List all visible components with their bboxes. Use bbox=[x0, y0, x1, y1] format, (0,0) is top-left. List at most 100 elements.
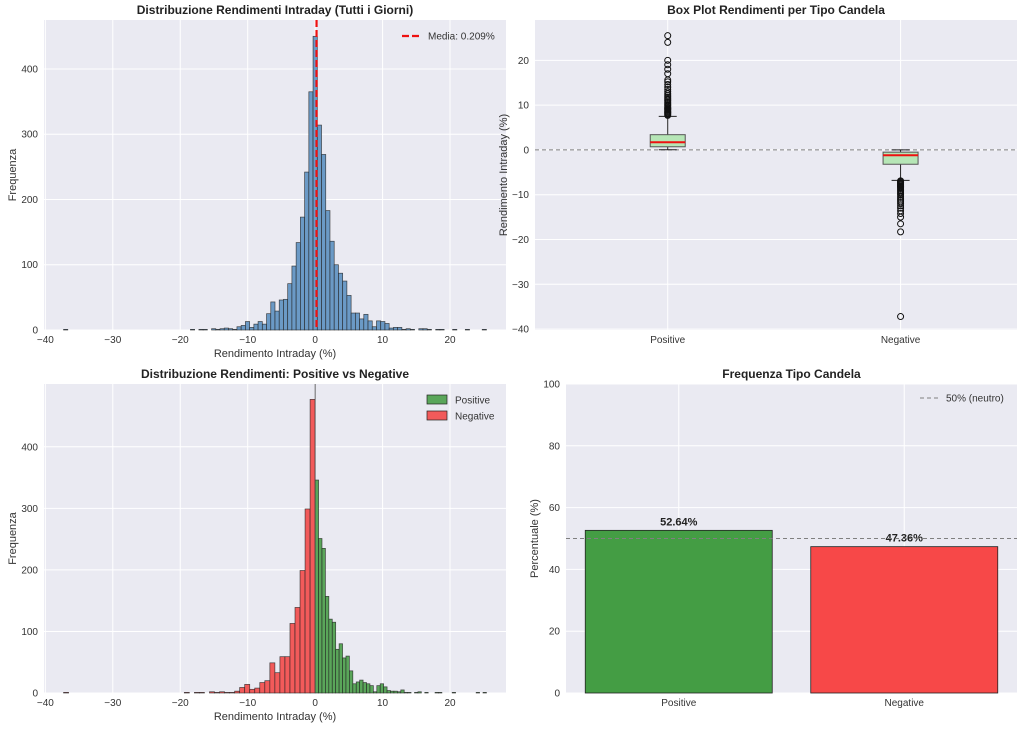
histogram-bar bbox=[257, 321, 263, 331]
outlier-point bbox=[897, 204, 905, 212]
positive-histogram-bar bbox=[366, 683, 371, 694]
negative-histogram-bar bbox=[239, 687, 246, 694]
positive-histogram-bar bbox=[342, 657, 347, 694]
x-tick-label: −40 bbox=[37, 335, 54, 346]
subplot-2: Box Plot Rendimenti per Tipo Candela Rend… bbox=[498, 3, 1017, 346]
x-tick-label: Negative bbox=[885, 698, 925, 709]
y-axis-label: Rendimento Intraday (%) bbox=[498, 114, 510, 236]
legend: 50% (neutro) bbox=[920, 394, 1004, 405]
positive-histogram-bar bbox=[400, 689, 405, 694]
chart-title: Distribuzione Rendimenti: Positive vs Ne… bbox=[141, 367, 409, 381]
positive-histogram-bar bbox=[321, 547, 326, 694]
y-tick-label: 20 bbox=[518, 56, 530, 67]
positive-histogram-bar bbox=[393, 690, 398, 694]
positive-histogram-bar bbox=[383, 686, 388, 694]
legend-swatch bbox=[426, 410, 448, 421]
legend-swatch bbox=[426, 394, 448, 405]
negative-histogram-bar bbox=[249, 688, 256, 694]
positive-histogram-bar bbox=[482, 692, 487, 694]
histogram-bar bbox=[270, 301, 276, 331]
x-tick-label: 0 bbox=[312, 698, 318, 709]
outlier-point bbox=[897, 313, 905, 321]
bar-positive bbox=[584, 529, 773, 694]
x-tick-label: −30 bbox=[104, 698, 121, 709]
histogram-bar bbox=[350, 312, 356, 331]
negative-histogram-bar bbox=[259, 682, 266, 694]
negative-histogram-bar bbox=[279, 656, 286, 694]
negative-histogram-bar bbox=[224, 692, 230, 694]
positive-histogram-bar bbox=[318, 538, 323, 694]
positive-histogram-bar bbox=[379, 683, 385, 694]
histogram-bar bbox=[388, 327, 394, 331]
negative-histogram-bar bbox=[194, 692, 200, 694]
y-tick-label: 400 bbox=[21, 442, 38, 453]
negative-histogram-bar bbox=[264, 680, 271, 694]
histogram-bar bbox=[300, 216, 305, 331]
histogram-bar bbox=[401, 328, 407, 331]
outlier-point bbox=[664, 88, 672, 96]
positive-histogram-bar bbox=[314, 479, 319, 694]
x-tick-label: −20 bbox=[172, 698, 189, 709]
negative-histogram-bar bbox=[199, 692, 205, 694]
histogram-bar bbox=[397, 327, 403, 331]
y-tick-label: 200 bbox=[21, 565, 38, 576]
histogram-bar bbox=[376, 320, 382, 331]
box-negative bbox=[882, 149, 919, 321]
legend-label: Media: 0.209% bbox=[428, 32, 495, 43]
positive-histogram-bar bbox=[424, 692, 429, 694]
negative-histogram-bar bbox=[254, 687, 261, 694]
x-tick-label: −10 bbox=[239, 335, 256, 346]
y-tick-label: 20 bbox=[549, 627, 561, 638]
negative-histogram-bar bbox=[229, 692, 235, 694]
histogram-bar bbox=[418, 328, 424, 331]
y-tick-label: 40 bbox=[549, 565, 561, 576]
histogram-bar bbox=[249, 327, 255, 331]
plot-area bbox=[44, 384, 506, 693]
histogram-bar bbox=[190, 328, 196, 331]
histogram-bar bbox=[219, 328, 225, 331]
y-tick-label: 0 bbox=[554, 689, 560, 700]
positive-histogram-bar bbox=[451, 692, 456, 694]
outlier-point bbox=[897, 213, 905, 221]
y-tick-label: 100 bbox=[21, 260, 38, 271]
histogram-bar bbox=[232, 328, 238, 331]
y-tick-label: 0 bbox=[523, 145, 529, 156]
histogram-bar bbox=[266, 313, 272, 331]
y-tick-label: 0 bbox=[32, 326, 38, 337]
histogram-bar bbox=[426, 328, 432, 331]
negative-histogram-bar bbox=[219, 691, 225, 694]
histogram-bar bbox=[240, 325, 246, 331]
histogram-bar bbox=[261, 323, 267, 331]
outlier-point bbox=[664, 81, 672, 89]
positive-histogram-bar bbox=[414, 692, 419, 694]
outlier-point bbox=[664, 32, 672, 40]
outlier-point bbox=[664, 38, 672, 46]
positive-histogram-bar bbox=[475, 692, 480, 694]
legend-label: 50% (neutro) bbox=[946, 394, 1004, 405]
outlier-point bbox=[897, 220, 905, 228]
x-tick-label: 10 bbox=[377, 335, 389, 346]
x-tick-label: 20 bbox=[444, 698, 456, 709]
negative-histogram-bar bbox=[304, 508, 311, 694]
positive-histogram-bar bbox=[362, 682, 367, 694]
histogram-bar bbox=[409, 328, 415, 331]
iqr-box bbox=[882, 151, 919, 165]
y-tick-label: −20 bbox=[512, 235, 529, 246]
x-tick-label: 0 bbox=[312, 335, 318, 346]
histogram-bar bbox=[338, 272, 344, 331]
positive-histogram-bar bbox=[407, 692, 412, 694]
x-tick-label: Positive bbox=[661, 698, 696, 709]
positive-histogram-bar bbox=[355, 681, 361, 694]
negative-histogram-bar bbox=[289, 623, 296, 694]
negative-histogram-bar bbox=[309, 399, 316, 694]
legend: Media: 0.209% bbox=[402, 32, 495, 43]
histogram-bar bbox=[371, 326, 377, 331]
y-tick-label: 60 bbox=[549, 503, 561, 514]
x-tick-label: −30 bbox=[104, 335, 121, 346]
histogram-bar bbox=[452, 328, 458, 331]
y-tick-label: 10 bbox=[518, 101, 530, 112]
negative-histogram-bar bbox=[269, 662, 276, 694]
histogram-bar bbox=[363, 313, 369, 331]
positive-histogram-bar bbox=[325, 596, 330, 694]
